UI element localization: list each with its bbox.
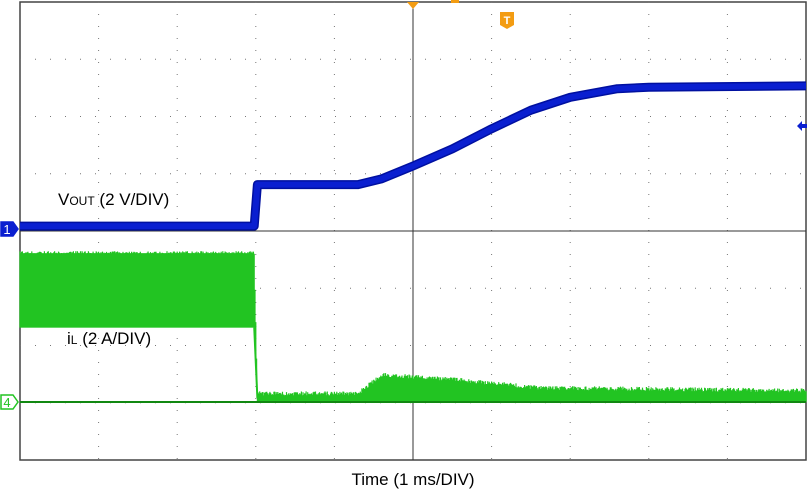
vout-label: VOUT (2 V/DIV) — [58, 190, 169, 209]
trigger-offset-marker — [451, 0, 459, 3]
channel-4-marker: 4 — [1, 395, 18, 410]
channel-4-marker-text: 4 — [3, 395, 10, 410]
channel-1-marker: 1 — [1, 222, 18, 237]
il-label: iL (2 A/DIV) — [67, 329, 151, 348]
x-axis-label: Time (1 ms/DIV) — [351, 470, 474, 489]
trigger-position-marker — [407, 2, 419, 9]
trigger-icon-text: T — [504, 15, 511, 27]
channel-1-marker-text: 1 — [3, 222, 10, 237]
